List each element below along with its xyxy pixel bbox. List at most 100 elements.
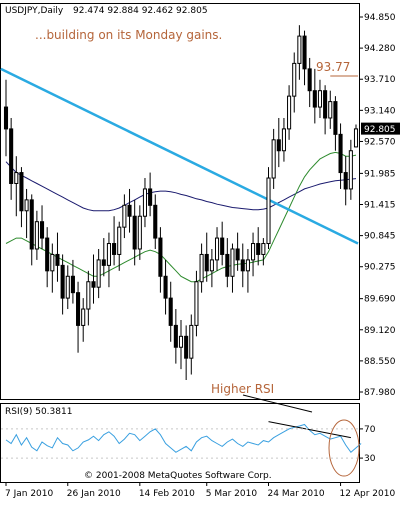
candle-body-down — [343, 172, 348, 190]
candle — [29, 194, 34, 266]
candle — [225, 238, 230, 288]
rsi-series — [5, 394, 362, 454]
candle — [251, 232, 256, 277]
candle-body-down — [112, 243, 117, 255]
candle-body-up — [261, 243, 266, 255]
candle — [245, 248, 250, 293]
candle-body-down — [70, 275, 75, 294]
time-tick-label: 7 Jan 2010 — [5, 489, 53, 499]
candle — [39, 205, 45, 249]
candle-body-up — [96, 259, 101, 288]
candle — [60, 254, 65, 315]
time-axis: 7 Jan 2010 26 Jan 2010 14 Feb 2010 5 Mar 20… — [5, 482, 395, 499]
time-tick-label: 12 Apr 2010 — [340, 489, 396, 499]
candle-body-down — [302, 35, 307, 70]
time-tick-label: 24 Mar 2010 — [268, 489, 325, 499]
candle-body-up — [292, 62, 297, 97]
candle — [148, 172, 153, 217]
candle-body-up — [122, 204, 127, 228]
candle — [333, 96, 338, 151]
candle-body-down — [39, 221, 45, 239]
candle — [230, 243, 235, 293]
candle-body-down — [158, 237, 163, 277]
chart-header-symbol: USDJPY,Daily — [5, 6, 64, 16]
time-tick-label: 14 Feb 2010 — [139, 489, 195, 499]
rsi-trend-segment — [268, 421, 351, 439]
candle-body-down — [173, 324, 178, 348]
candle-body-up — [348, 150, 353, 190]
candle — [189, 314, 194, 375]
candle — [184, 325, 189, 380]
candle — [142, 178, 148, 228]
candle-body-up — [209, 259, 214, 272]
price-tick-label: 88.550 — [364, 357, 396, 367]
candle — [19, 167, 24, 228]
candle-body-down — [312, 90, 317, 108]
candle — [297, 25, 302, 80]
candle-body-up — [189, 324, 194, 359]
candle-body-down — [163, 275, 168, 299]
candle-body-down — [225, 253, 230, 277]
candle — [209, 248, 214, 288]
rsi-header: RSI(9) 50.3811 — [5, 407, 72, 417]
candle — [328, 90, 333, 129]
candle-body-up — [117, 226, 122, 255]
copyright-text: © 2001-2008 MetaQuotes Software Corp. — [84, 471, 272, 481]
candle — [168, 281, 173, 342]
candle-body-up — [86, 281, 91, 310]
candle-body-up — [266, 177, 271, 245]
candle — [50, 243, 55, 293]
candle-body-down — [256, 243, 261, 255]
candle — [137, 205, 142, 260]
candle — [106, 232, 111, 288]
candle — [276, 117, 281, 168]
candle — [86, 270, 91, 326]
rsi-line — [5, 423, 362, 454]
candle — [163, 259, 168, 315]
candle — [101, 238, 106, 277]
candle-body-down — [276, 139, 281, 152]
candle — [235, 232, 240, 271]
rsi-panel-frame — [0, 403, 360, 483]
candle-body-down — [101, 259, 106, 266]
candle-body-up — [199, 253, 204, 283]
level-annotation: 93.77 — [316, 60, 350, 74]
candle — [256, 227, 261, 266]
candle-body-down — [240, 259, 245, 272]
rsi-tick-label: 70 — [364, 425, 376, 435]
candle-body-up — [245, 259, 250, 272]
candle — [338, 123, 343, 189]
candle — [81, 298, 86, 342]
candle — [34, 210, 39, 260]
candle — [343, 156, 348, 206]
price-panel-frame — [0, 3, 360, 400]
candle-body-up — [194, 281, 199, 326]
candle-body-down — [307, 68, 312, 92]
candle — [204, 232, 209, 282]
candle-body-down — [132, 215, 137, 250]
candle — [9, 117, 14, 200]
trendlines — [0, 67, 359, 245]
price-tick-label: 94.850 — [364, 13, 396, 23]
descending-trendline — [0, 67, 359, 245]
candle — [153, 194, 158, 249]
candle — [45, 227, 50, 288]
candle-body-down — [168, 297, 173, 326]
chart-header-ohlc: 92.474 92.884 92.462 92.805 — [73, 6, 208, 16]
candle — [199, 243, 204, 293]
candle — [348, 139, 353, 200]
candle — [65, 265, 70, 310]
candle — [158, 227, 163, 293]
candle — [76, 281, 81, 353]
price-tick-label: 87.980 — [364, 388, 396, 398]
fast-moving-average — [5, 151, 357, 283]
candle-body-down — [153, 204, 158, 239]
price-axis: 94.850 94.280 93.710 93.140 92.570 91.985 91.4… — [359, 13, 396, 398]
candle — [271, 128, 276, 189]
candle-body-down — [9, 128, 14, 184]
candle — [117, 221, 122, 271]
candle-body-up — [24, 199, 29, 212]
price-tick-label: 93.140 — [364, 106, 396, 116]
